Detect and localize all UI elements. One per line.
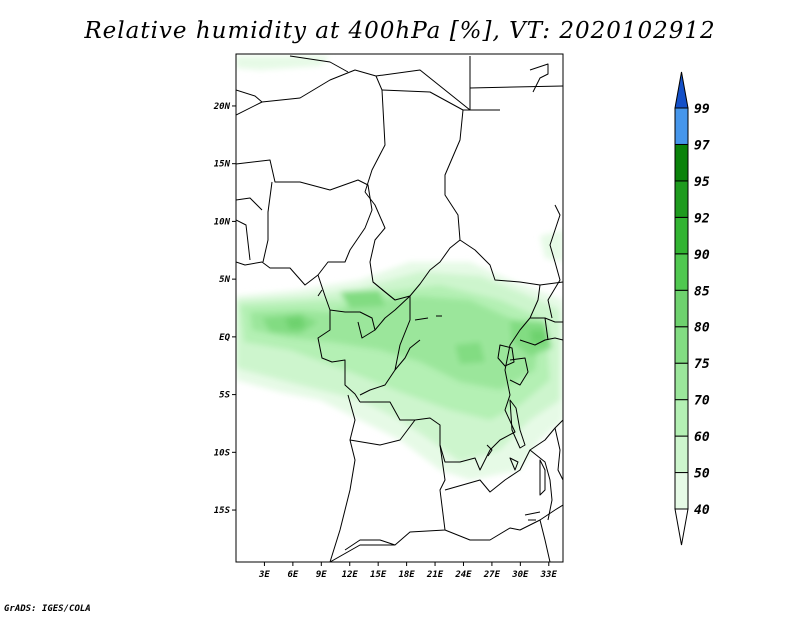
colorbar-swatch (674, 399, 689, 437)
lat-tick-label: 15N (214, 160, 231, 170)
colorbar-swatch (674, 180, 689, 218)
map-title: Relative humidity at 400hPa [%], VT: 202… (84, 18, 716, 44)
rh-80-area-2 (530, 330, 546, 344)
colorbar: 40 50 60 70 75 80 85 90 92 95 97 99 (674, 71, 710, 546)
lon-tick-label: 3E (258, 570, 270, 580)
lat-tick-label: EQ (219, 333, 230, 343)
grads-credit: GrADS: IGES/COLA (4, 604, 91, 614)
colorbar-swatch (674, 143, 689, 182)
colorbar-label: 50 (694, 467, 710, 482)
lon-tick-label: 6E (287, 570, 298, 580)
colorbar-swatch (674, 216, 689, 255)
colorbar-label: 75 (694, 357, 710, 372)
colorbar-swatch (674, 289, 689, 328)
lat-tick-label: 15S (214, 506, 231, 516)
rh-40-east (540, 230, 563, 262)
lon-tick-label: 27E (483, 570, 501, 580)
lat-tick-label: 5S (219, 391, 230, 401)
colorbar-swatch (674, 253, 689, 291)
colorbar-swatch (674, 362, 689, 401)
colorbar-label: 40 (694, 503, 710, 518)
colorbar-label: 99 (694, 102, 710, 117)
lon-tick-label: 18E (398, 570, 415, 580)
colorbar-label: 97 (694, 138, 710, 153)
colorbar-label: 92 (694, 211, 710, 226)
colorbar-label: 85 (694, 284, 710, 299)
humidity-shading (236, 56, 563, 480)
rh-80-area (285, 316, 305, 330)
lon-tick-label: 33E (540, 570, 558, 580)
lat-tick-label: 10N (214, 217, 231, 227)
rh-75-area-3 (340, 290, 385, 308)
longitude-axis: 3E 6E 9E 12E 15E 18E 21E 24E 27E 30E 33E (258, 562, 557, 580)
lon-tick-label: 9E (316, 570, 327, 580)
colorbar-swatch (674, 326, 689, 364)
colorbar-swatch (674, 435, 689, 474)
lon-tick-label: 30E (511, 570, 529, 580)
rh-40-north (236, 56, 330, 70)
colorbar-swatch (674, 107, 689, 145)
lat-tick-label: 20N (213, 102, 231, 112)
lon-tick-label: 24E (454, 570, 472, 580)
colorbar-label: 90 (694, 248, 710, 263)
rh-75-area-4 (455, 342, 485, 364)
lon-tick-label: 15E (370, 570, 387, 580)
lon-tick-label: 21E (426, 570, 444, 580)
colorbar-upper-arrow (674, 71, 689, 109)
colorbar-swatch (674, 472, 689, 510)
latitude-axis: 20N 15N 10N 5N EQ 5S 10S 15S (213, 102, 236, 516)
lat-tick-label: 5N (219, 275, 230, 285)
country-borders (236, 55, 563, 562)
lon-tick-label: 12E (342, 570, 359, 580)
colorbar-label: 80 (694, 321, 710, 336)
colorbar-lower-arrow (674, 508, 689, 546)
colorbar-label: 70 (694, 394, 710, 409)
lat-tick-label: 10S (214, 448, 231, 458)
rh-70-area (250, 296, 540, 390)
map-frame (235, 53, 564, 563)
colorbar-label: 60 (694, 430, 710, 445)
colorbar-label: 95 (694, 175, 710, 190)
